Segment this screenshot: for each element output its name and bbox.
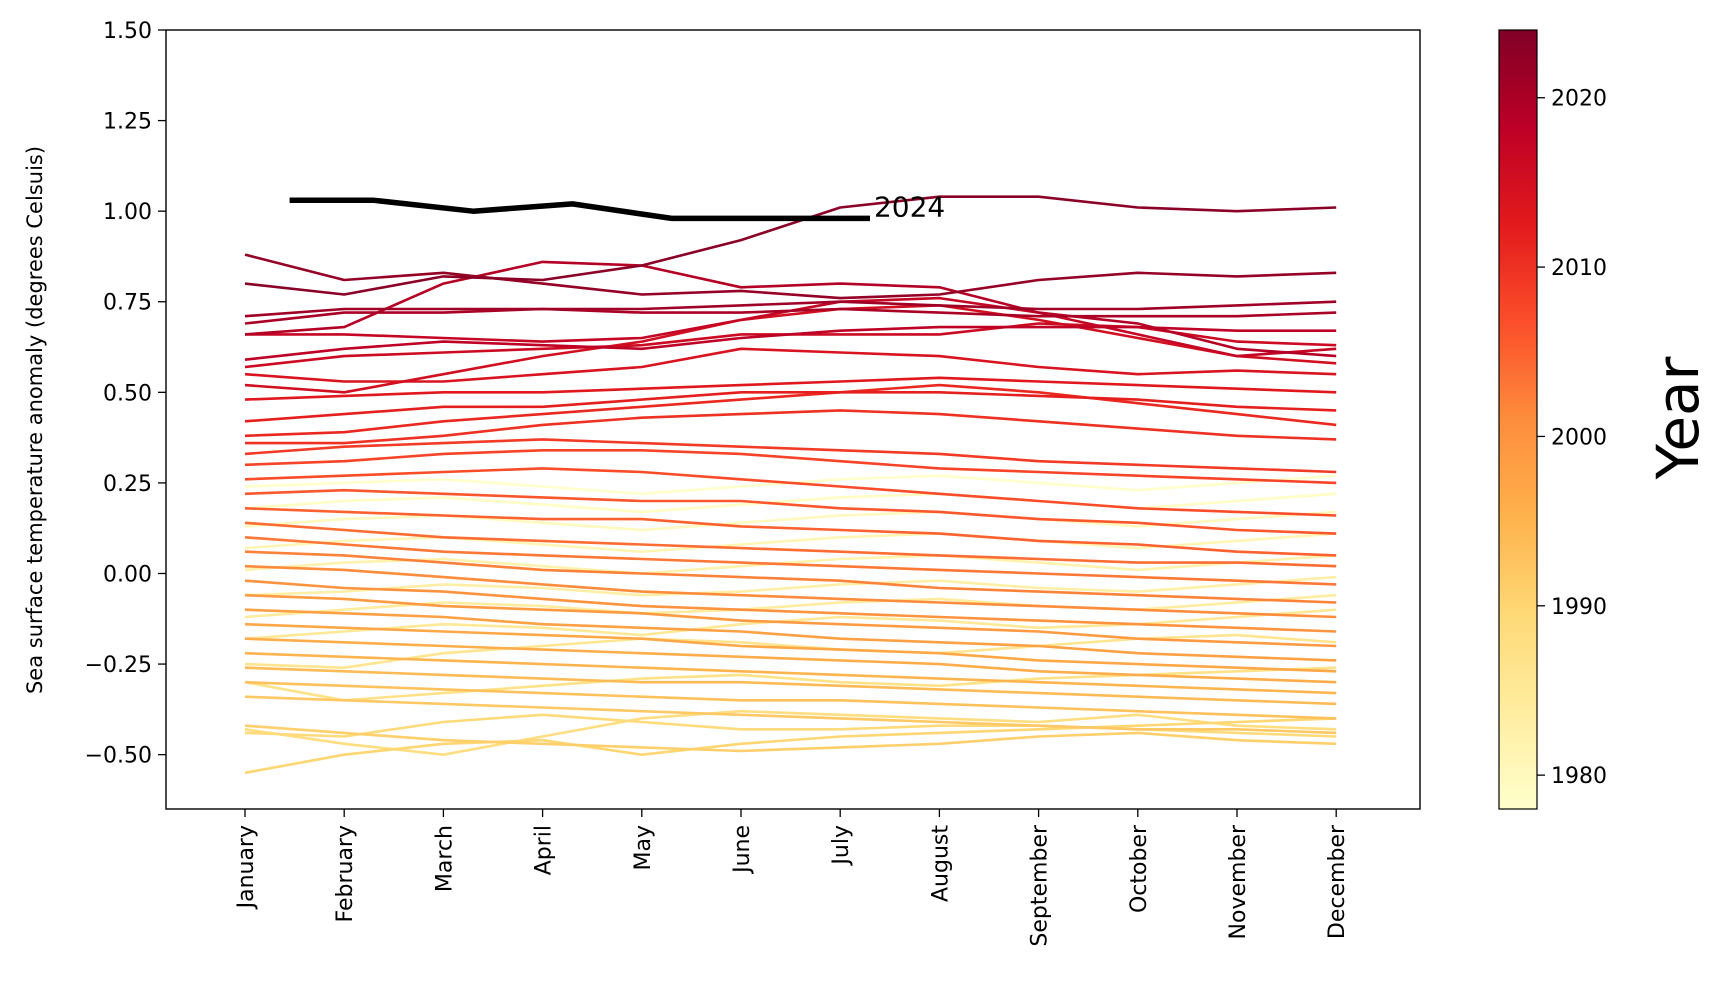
series-line-2019 — [244, 260, 1337, 358]
series-line-1997 — [244, 622, 1337, 673]
y-axis: 1.50 1.25 1.00 0.75 0.50 0.25 0.00 −0.25 −0.50 — [85, 19, 166, 769]
series-line-1990 — [244, 717, 1337, 775]
series-line-2009 — [244, 438, 1337, 474]
x-tick-label: June — [730, 825, 755, 875]
series-line-2015 — [244, 304, 1337, 394]
series-line-1993 — [244, 680, 1337, 720]
series-line-1985 — [244, 608, 1337, 640]
colorbar-tick-label: 2000 — [1551, 425, 1607, 450]
series-line-2004 — [244, 521, 1337, 568]
x-tick-label: May — [631, 825, 656, 870]
series-line-1999 — [244, 593, 1337, 648]
y-tick-label: 0.00 — [103, 562, 152, 587]
x-tick-label: September — [1028, 824, 1053, 947]
colorbar: 1980 1990 2000 2010 2020 Year — [1498, 29, 1712, 810]
colorbar-gradient — [1498, 29, 1538, 810]
series-line-2011 — [244, 383, 1337, 438]
x-tick-label: January — [234, 825, 259, 910]
y-axis-title: Sea surface temperature anomaly (degrees… — [23, 146, 47, 694]
series-line-1979 — [244, 492, 1337, 514]
highlight-label: 2024 — [874, 190, 945, 223]
series-line-2012 — [244, 390, 1337, 423]
series-line-2005 — [244, 507, 1337, 557]
highlight-series-group: 2024 — [289, 190, 945, 223]
highlight-line — [289, 197, 870, 222]
plot-frame — [165, 29, 1421, 810]
y-tick-label: 0.25 — [103, 472, 152, 497]
x-tick-label: November — [1226, 824, 1251, 939]
colorbar-ticks: 1980 1990 2000 2010 2020 — [1537, 87, 1607, 789]
series-line-1991 — [244, 724, 1337, 753]
x-tick-label: December — [1325, 824, 1350, 939]
x-tick-label: October — [1127, 824, 1152, 913]
colorbar-tick-label: 2020 — [1551, 87, 1607, 112]
x-tick-label: July — [829, 825, 854, 867]
series-line-2013 — [244, 376, 1337, 401]
series-line-2023 — [244, 195, 1337, 296]
series-line-2008 — [244, 448, 1337, 485]
series-line-2022 — [244, 253, 1337, 300]
y-tick-label: 0.50 — [103, 381, 152, 406]
series-line-2000 — [244, 579, 1337, 633]
colorbar-tick-label: 2010 — [1551, 256, 1607, 281]
x-tick-label: April — [532, 825, 557, 875]
y-tick-label: −0.25 — [85, 653, 152, 678]
y-tick-label: 0.75 — [103, 291, 152, 316]
series-line-2002 — [244, 550, 1337, 604]
series-line-2010 — [245, 409, 1337, 445]
series-line-2001 — [244, 564, 1337, 619]
colorbar-tick-label: 1990 — [1551, 595, 1607, 620]
series-line-1994 — [244, 666, 1337, 706]
x-tick-label: March — [432, 825, 457, 892]
series-line-2006 — [244, 488, 1337, 535]
series-line-2021 — [244, 300, 1337, 318]
x-axis: January February March April May June July Augu… — [234, 809, 1350, 947]
y-tick-label: 1.00 — [103, 200, 152, 225]
series-line-2020 — [244, 307, 1337, 325]
series-line-1984 — [244, 593, 1337, 619]
series-line-1978 — [244, 474, 1337, 496]
series-line-1992 — [244, 695, 1337, 735]
x-tick-label: August — [928, 825, 953, 902]
x-tick-label: February — [333, 825, 358, 923]
y-tick-label: −0.50 — [85, 744, 152, 769]
series-line-2014 — [244, 347, 1337, 383]
series-line-1996 — [244, 637, 1337, 684]
year-series-group — [244, 195, 1337, 775]
series-line-1988 — [244, 709, 1337, 757]
series-line-1998 — [244, 608, 1337, 662]
colorbar-tick-label: 1980 — [1551, 764, 1607, 789]
y-tick-label: 1.50 — [103, 19, 152, 44]
series-line-2003 — [244, 536, 1337, 586]
series-line-2007 — [244, 467, 1337, 517]
series-line-1995 — [244, 651, 1337, 695]
series-line-1982 — [244, 554, 1337, 575]
y-tick-label: 1.25 — [103, 110, 152, 135]
colorbar-title: Year — [1644, 356, 1712, 480]
series-line-1983 — [244, 575, 1337, 597]
